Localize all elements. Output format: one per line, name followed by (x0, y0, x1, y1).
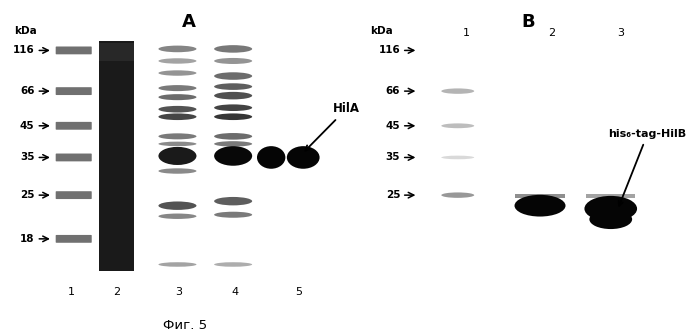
Text: 25: 25 (20, 190, 34, 200)
FancyBboxPatch shape (56, 191, 92, 199)
Text: 116: 116 (13, 46, 34, 55)
FancyBboxPatch shape (56, 122, 92, 130)
Text: 45: 45 (20, 121, 34, 131)
Text: kDa: kDa (15, 26, 37, 36)
Ellipse shape (214, 92, 252, 99)
Text: 2: 2 (113, 287, 120, 297)
FancyBboxPatch shape (515, 194, 565, 198)
Ellipse shape (158, 262, 197, 267)
Ellipse shape (514, 195, 566, 216)
Ellipse shape (158, 85, 197, 91)
Text: 1: 1 (463, 28, 470, 38)
Ellipse shape (158, 106, 197, 113)
Ellipse shape (214, 72, 252, 80)
FancyBboxPatch shape (586, 194, 636, 198)
Ellipse shape (287, 146, 320, 169)
Ellipse shape (158, 142, 197, 146)
Text: 2: 2 (548, 28, 555, 38)
Ellipse shape (158, 213, 197, 219)
Text: 66: 66 (20, 86, 34, 96)
Ellipse shape (214, 212, 252, 218)
Text: 18: 18 (20, 234, 34, 244)
Ellipse shape (441, 88, 474, 94)
Ellipse shape (158, 46, 197, 52)
Text: B: B (522, 13, 536, 31)
Text: 66: 66 (386, 86, 400, 96)
Ellipse shape (158, 147, 197, 165)
Ellipse shape (257, 146, 286, 169)
Ellipse shape (158, 58, 197, 64)
Ellipse shape (589, 209, 632, 229)
Ellipse shape (214, 58, 252, 64)
Ellipse shape (441, 192, 474, 198)
Ellipse shape (158, 70, 197, 76)
Ellipse shape (214, 133, 252, 140)
Text: 3: 3 (175, 287, 182, 297)
Text: his₆-tag-HilB: his₆-tag-HilB (608, 129, 687, 206)
Text: 116: 116 (379, 46, 400, 55)
FancyBboxPatch shape (99, 41, 134, 271)
Text: 3: 3 (617, 28, 624, 38)
Ellipse shape (214, 262, 252, 267)
Ellipse shape (214, 45, 252, 53)
FancyBboxPatch shape (56, 153, 92, 161)
Text: 35: 35 (20, 152, 34, 162)
Ellipse shape (158, 168, 197, 174)
FancyBboxPatch shape (56, 87, 92, 95)
Text: kDa: kDa (370, 26, 393, 36)
FancyBboxPatch shape (56, 47, 92, 54)
Ellipse shape (158, 133, 197, 139)
Text: 4: 4 (231, 287, 238, 297)
Text: 5: 5 (295, 287, 302, 297)
FancyBboxPatch shape (56, 235, 92, 243)
Ellipse shape (214, 105, 252, 111)
Text: 45: 45 (386, 121, 400, 131)
Text: A: A (182, 13, 196, 31)
Text: Фиг. 5: Фиг. 5 (163, 319, 208, 332)
Text: HilA: HilA (305, 102, 360, 150)
Ellipse shape (214, 146, 252, 166)
Ellipse shape (214, 141, 252, 147)
Ellipse shape (441, 156, 474, 159)
Ellipse shape (158, 94, 197, 100)
Ellipse shape (158, 201, 197, 210)
Text: 1: 1 (67, 287, 74, 297)
Ellipse shape (584, 196, 637, 221)
Text: 35: 35 (386, 152, 400, 162)
Ellipse shape (158, 114, 197, 120)
Ellipse shape (441, 123, 474, 128)
Text: 25: 25 (386, 190, 400, 200)
Ellipse shape (214, 114, 252, 120)
FancyBboxPatch shape (99, 43, 134, 61)
Ellipse shape (214, 197, 252, 205)
Ellipse shape (214, 83, 252, 90)
